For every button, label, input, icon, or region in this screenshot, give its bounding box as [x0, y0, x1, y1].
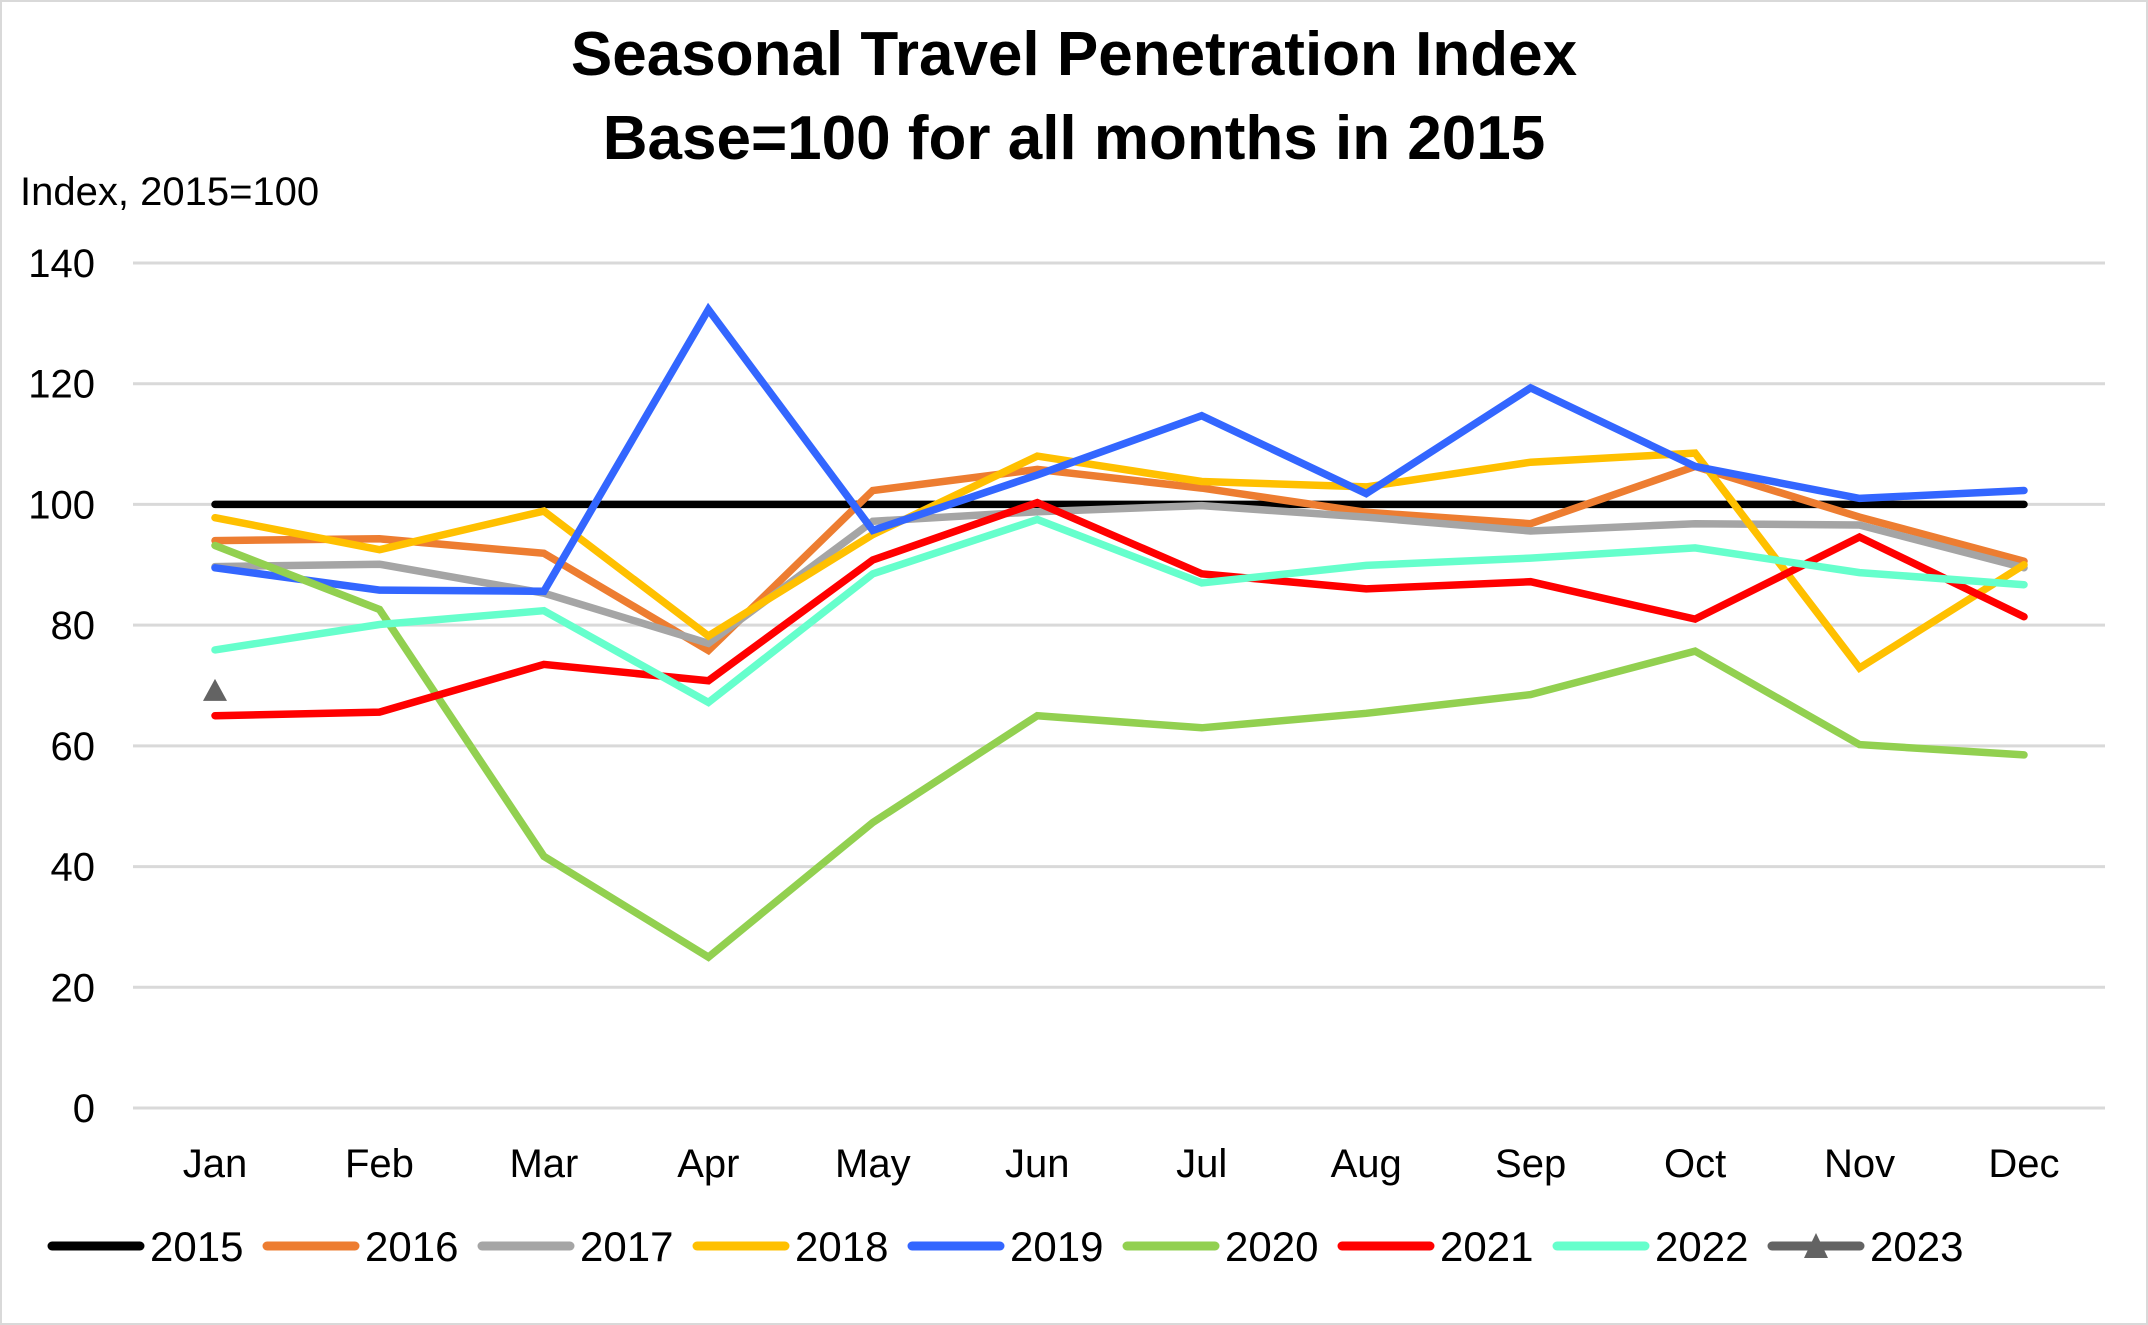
legend-item-2023: 2023: [1767, 1223, 1963, 1270]
legend-item-2017: 2017: [477, 1223, 673, 1270]
series-line-2022: [211, 515, 2028, 707]
legend-label: 2021: [1440, 1223, 1533, 1270]
x-tick-label: Jan: [183, 1142, 248, 1186]
y-tick-label: 100: [28, 483, 95, 527]
y-tick-label: 0: [73, 1087, 95, 1131]
legend-label: 2022: [1655, 1223, 1748, 1270]
x-tick-label: Feb: [345, 1142, 414, 1186]
legend-triangle-marker: [1804, 1233, 1828, 1258]
legend-item-2021: 2021: [1337, 1223, 1533, 1270]
chart-subtitle: Base=100 for all months in 2015: [602, 104, 1546, 173]
legend-label: 2018: [795, 1223, 888, 1270]
series-line-2021: [211, 498, 2028, 720]
y-tick-label: 60: [51, 725, 96, 769]
legend-item-2022: 2022: [1552, 1223, 1748, 1270]
y-axis-ticks: 0 20 40 60 80 100 120 140: [28, 242, 95, 1131]
x-tick-label: Sep: [1495, 1142, 1566, 1186]
x-tick-label: May: [835, 1142, 911, 1186]
series-2019: [211, 302, 2028, 596]
series-line-2020: [211, 541, 2028, 962]
y-tick-label: 140: [28, 242, 95, 286]
legend-item-2018: 2018: [692, 1223, 888, 1270]
series-2021: [211, 498, 2028, 720]
y-tick-label: 80: [51, 604, 96, 648]
x-tick-label: Oct: [1664, 1142, 1726, 1186]
x-tick-label: Mar: [509, 1142, 578, 1186]
series-2018: [211, 449, 2028, 673]
legend-item-2019: 2019: [907, 1223, 1103, 1270]
x-tick-label: Aug: [1331, 1142, 1402, 1186]
x-tick-label: Jul: [1176, 1142, 1227, 1186]
legend-label: 2020: [1225, 1223, 1318, 1270]
legend: 2015 2016 2017 2018 2019 2020 2021 2022 2023: [47, 1223, 1963, 1270]
series-2022: [211, 515, 2028, 707]
legend-item-2016: 2016: [262, 1223, 458, 1270]
legend-item-2020: 2020: [1122, 1223, 1318, 1270]
x-tick-label: Jun: [1005, 1142, 1070, 1186]
x-tick-label: Apr: [677, 1142, 739, 1186]
y-tick-label: 20: [51, 966, 96, 1010]
legend-label: 2017: [580, 1223, 673, 1270]
legend-item-2015: 2015: [47, 1223, 243, 1270]
x-axis-ticks: Jan Feb Mar Apr May Jun Jul Aug Sep Oct Nov Dec: [183, 1142, 2060, 1186]
y-tick-label: 120: [28, 363, 95, 407]
legend-label: 2016: [365, 1223, 458, 1270]
series-lines: [203, 302, 2028, 962]
data-point-2023-Jan: [203, 678, 227, 701]
series-line-2018: [211, 449, 2028, 673]
y-tick-label: 40: [51, 846, 96, 890]
y-axis-label: Index, 2015=100: [20, 170, 320, 214]
gridlines: [133, 261, 2105, 1110]
legend-label: 2019: [1010, 1223, 1103, 1270]
series-2020: [211, 541, 2028, 962]
legend-label: 2023: [1870, 1223, 1963, 1270]
legend-label: 2015: [150, 1223, 243, 1270]
series-line-2019: [211, 302, 2028, 596]
x-tick-label: Nov: [1824, 1142, 1895, 1186]
series-2023: [203, 678, 227, 701]
x-tick-label: Dec: [1988, 1142, 2059, 1186]
chart-title: Seasonal Travel Penetration Index: [570, 20, 1578, 89]
